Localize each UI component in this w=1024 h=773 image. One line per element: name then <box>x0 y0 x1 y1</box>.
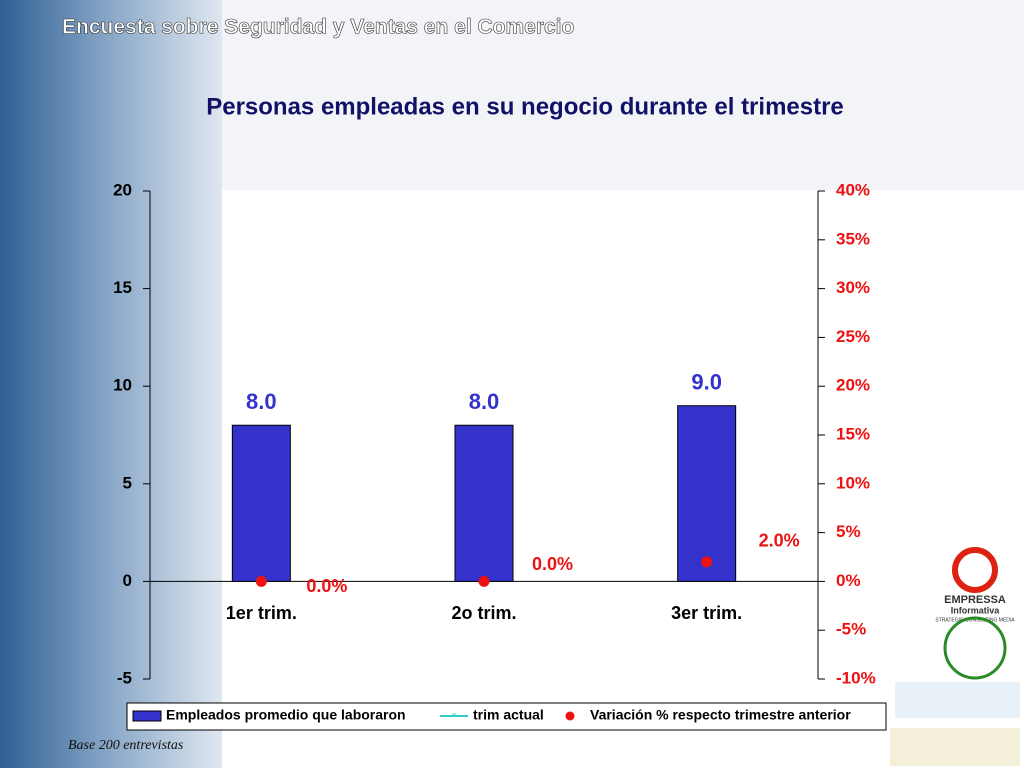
y2-tick-label: 20% <box>836 376 870 395</box>
x-tick-label: 1er trim. <box>226 603 297 623</box>
x-tick-label: 3er trim. <box>671 603 742 623</box>
side-band <box>0 0 222 768</box>
y2-tick-label: 25% <box>836 327 870 346</box>
bar <box>677 405 737 582</box>
data-label: 0.0% <box>532 554 573 574</box>
y2-tick-label: 30% <box>836 278 870 297</box>
y-tick-label: 20 <box>113 180 132 199</box>
legend-swatch <box>565 711 575 721</box>
bar <box>231 424 291 582</box>
y2-tick-label: 35% <box>836 229 870 248</box>
logo-mark <box>895 682 1020 718</box>
data-label: 2.0% <box>759 531 800 551</box>
legend-label: Empleados promedio que laboraron <box>166 707 406 723</box>
logo-text: Informativa <box>951 605 1001 615</box>
logo-mark <box>890 728 1020 766</box>
header: Encuesta sobre Seguridad y Ventas en el … <box>62 16 574 39</box>
logo-text: EMPRESSA <box>944 594 1006 606</box>
y-tick-label: -5 <box>117 668 132 687</box>
legend-label: Variación % respecto trimestre anterior <box>590 707 851 723</box>
point <box>255 575 267 587</box>
y2-tick-label: -10% <box>836 668 876 687</box>
legend-marker: × <box>451 711 457 722</box>
y2-tick-label: -5% <box>836 620 866 639</box>
y-tick-label: 10 <box>113 376 132 395</box>
y-tick-label: 0 <box>123 571 132 590</box>
x-tick-label: 2o trim. <box>451 603 516 623</box>
y2-tick-label: 0% <box>836 571 861 590</box>
y-tick-label: 15 <box>113 278 132 297</box>
data-label: 8.0 <box>469 389 500 414</box>
y2-tick-label: 10% <box>836 473 870 492</box>
point <box>701 556 713 568</box>
logo-mark <box>952 547 998 593</box>
chart-title: Personas empleadas en su negocio durante… <box>206 93 844 120</box>
y2-tick-label: 5% <box>836 522 861 541</box>
header-band <box>222 0 1024 190</box>
legend-box <box>126 702 887 731</box>
logo: EMPRESSA Informativa STRATEGIC CONSULTIN… <box>890 547 1020 766</box>
data-label: 8.0 <box>246 389 277 414</box>
legend-swatch <box>132 710 162 722</box>
y-tick-label: 5 <box>123 473 132 492</box>
data-label: 0.0% <box>306 576 347 596</box>
footer: Base 200 entrevistas <box>68 738 184 753</box>
legend-label: trim actual <box>473 707 544 723</box>
bar <box>454 424 514 582</box>
y2-tick-label: 15% <box>836 424 870 443</box>
data-label: 9.0 <box>691 370 722 395</box>
logo-mark <box>943 616 1007 680</box>
logo-text: STRATEGIC CONSULTING MEDIA <box>935 617 1015 623</box>
y2-tick-label: 40% <box>836 180 870 199</box>
point <box>478 575 490 587</box>
